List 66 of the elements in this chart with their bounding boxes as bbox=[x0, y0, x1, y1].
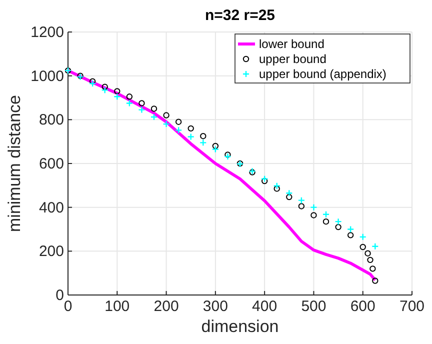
point bbox=[187, 133, 194, 140]
point bbox=[150, 106, 158, 112]
point bbox=[372, 278, 378, 284]
point bbox=[188, 125, 194, 132]
point bbox=[370, 266, 376, 272]
point bbox=[298, 203, 305, 210]
point bbox=[212, 142, 219, 150]
point bbox=[89, 78, 96, 84]
point bbox=[322, 210, 330, 218]
x-tick-label: 400 bbox=[252, 298, 278, 315]
point bbox=[224, 152, 232, 160]
point bbox=[88, 80, 96, 88]
y-axis-title: minimum distance bbox=[5, 95, 24, 232]
point bbox=[346, 226, 354, 233]
point bbox=[273, 182, 280, 190]
point bbox=[322, 218, 330, 225]
point bbox=[150, 113, 158, 121]
point bbox=[261, 178, 268, 184]
point bbox=[298, 196, 306, 204]
point bbox=[310, 204, 318, 211]
point bbox=[359, 233, 366, 241]
y-tick-label: 600 bbox=[38, 156, 64, 172]
x-tick-label: 200 bbox=[154, 298, 179, 315]
point bbox=[138, 100, 145, 106]
point bbox=[310, 212, 317, 218]
point bbox=[334, 218, 342, 226]
x-tick-label: 500 bbox=[301, 298, 326, 315]
x-tick-label: 700 bbox=[399, 298, 425, 315]
point bbox=[286, 189, 293, 197]
point bbox=[162, 120, 170, 128]
y-tick-label: 0 bbox=[56, 287, 64, 304]
point bbox=[175, 118, 182, 125]
point bbox=[138, 106, 146, 114]
x-tick-label: 100 bbox=[104, 298, 130, 315]
x-tick-label: 300 bbox=[202, 298, 228, 315]
y-tick-label: 1000 bbox=[30, 68, 64, 85]
point bbox=[224, 152, 231, 158]
point bbox=[260, 175, 268, 182]
chart-title: n=32 r=25 bbox=[204, 7, 276, 24]
legend-label: upper bound bbox=[259, 52, 326, 66]
point bbox=[114, 93, 121, 100]
point bbox=[174, 126, 182, 134]
point bbox=[126, 100, 134, 107]
point bbox=[101, 86, 108, 94]
point bbox=[335, 224, 342, 230]
point bbox=[347, 232, 354, 238]
point bbox=[367, 256, 374, 264]
point bbox=[200, 133, 206, 140]
x-tick-label: 600 bbox=[350, 298, 376, 315]
point bbox=[102, 84, 108, 90]
point bbox=[286, 194, 292, 200]
point bbox=[200, 139, 207, 146]
point bbox=[114, 88, 120, 94]
point bbox=[360, 244, 366, 250]
point bbox=[372, 242, 379, 250]
legend-label: lower bound bbox=[259, 37, 324, 51]
y-tick-label: 1200 bbox=[30, 24, 64, 41]
y-tick-label: 400 bbox=[38, 199, 64, 216]
y-tick-label: 200 bbox=[38, 243, 64, 260]
point bbox=[163, 112, 170, 118]
y-tick-label: 800 bbox=[38, 112, 64, 129]
point bbox=[364, 250, 371, 256]
x-axis-title: dimension bbox=[201, 317, 279, 336]
point bbox=[212, 146, 220, 153]
point bbox=[126, 94, 133, 100]
legend-label: upper bound (appendix) bbox=[259, 67, 386, 81]
